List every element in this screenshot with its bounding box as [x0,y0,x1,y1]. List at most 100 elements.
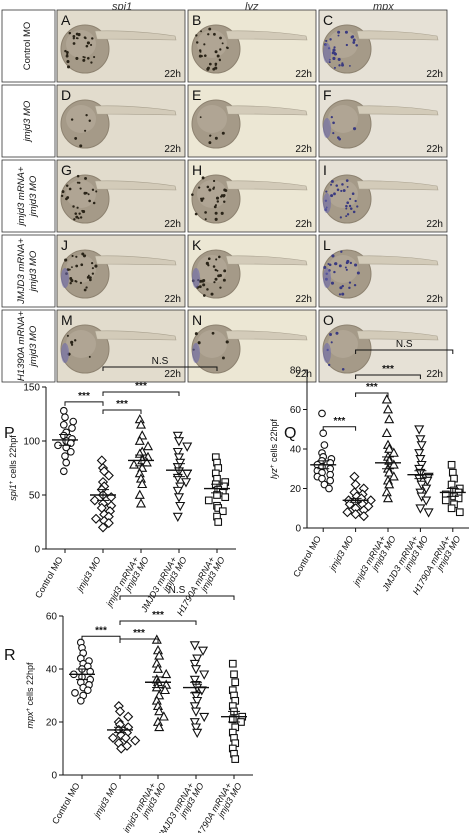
significance-bracket: *** [119,628,159,643]
data-point [414,449,425,459]
data-point [415,504,426,514]
stain-dot [213,32,216,36]
stain-dot [220,194,224,197]
row-label-4: JMJD3 mRNA+ jmjd3 MO [1,234,56,308]
data-point [189,718,200,728]
data-point [190,707,202,717]
stain-dot [355,44,359,47]
stain-dot [199,116,202,119]
stain-dot [352,38,356,42]
data-point [192,728,203,739]
series-5 [439,460,466,517]
stain-dot [222,278,226,282]
embryo-panel-C: C 22h [318,9,448,83]
series-4 [407,425,434,518]
stain-dot [76,37,79,40]
series-2 [107,701,141,754]
stain-dot [333,46,336,49]
data-point [199,712,210,723]
stain-dot [78,181,81,184]
stain-dot [214,268,217,272]
panel-letter-B: B [192,12,201,28]
stain-dot [207,33,210,36]
embryo-panel-M: M 22h [56,309,186,383]
y-tick-label: 60 [46,612,58,623]
data-point [325,484,333,493]
series-1 [52,406,78,476]
data-point [175,501,186,512]
data-point [189,641,200,651]
panel-timepoint: 22h [295,69,312,80]
y-tick-label: 80 [290,366,302,377]
stain-dot [68,187,72,191]
significance-bracket: N.S [355,339,454,354]
data-point [128,459,140,469]
stain-dot [215,196,220,200]
data-point [189,659,200,670]
stain-dot [69,282,72,285]
stain-dot [344,266,347,269]
data-point [455,508,464,517]
stain-dot [72,37,75,40]
stain-dot [73,218,76,221]
data-point [382,492,394,503]
stain-dot [341,63,345,67]
stain-dot [341,284,344,288]
row-label-text: JMJD3 mRNA+ [16,238,27,305]
y-tick-label: 20 [46,718,58,729]
data-point [135,419,147,429]
stain-dot [354,199,357,203]
data-point [381,394,392,404]
panel-timepoint: 22h [164,144,181,155]
bracket-label: *** [133,628,145,639]
stain-dot [83,288,87,292]
panel-letter-L: L [323,237,331,253]
stain-dot [340,189,343,193]
embryo-panel-D: D 22h [56,84,186,158]
significance-bracket: *** [64,391,104,406]
data-point [116,743,127,754]
stain-dot [91,37,94,40]
data-point [134,435,145,445]
panel-letter-P: P [4,425,15,442]
stain-blue [192,268,200,288]
stain-dot [95,190,98,193]
data-point [421,496,432,506]
embryo-tail [356,330,439,341]
stain-dot [79,187,82,190]
bracket-line [119,638,159,643]
data-point [388,447,399,457]
stain-blue [192,343,200,363]
stain-dot [90,43,93,47]
data-point [382,404,394,414]
x-tick-label: Control MO [33,555,65,600]
stain-dot [341,183,344,186]
stain-dot [85,113,88,117]
embryo-tail [225,180,308,191]
embryo-yolk-highlight [328,180,358,208]
series-3 [375,394,401,503]
stain-dot [223,200,226,204]
significance-bracket: *** [81,625,121,641]
row-label-text: jmjd3 MO [22,100,33,143]
stain-blue [323,43,331,63]
embryo-panel-O: O 22h [318,309,448,383]
data-point [134,489,145,499]
stain-dot [93,55,96,59]
stain-blue [61,268,69,288]
panel-letter-I: I [323,162,327,178]
stain-dot [352,210,356,214]
stain-dot [91,267,94,270]
embryo-yolk-highlight [328,30,358,58]
bracket-line [355,349,454,354]
stain-dot [356,205,359,208]
stain-blue [323,343,331,363]
data-point [423,508,434,518]
stain-dot [64,49,67,53]
row-label-text: jmjd3 mRNA+ [16,166,27,227]
stain-dot [328,363,331,367]
stain-dot [335,184,338,187]
panel-letter-E: E [192,87,201,103]
stain-dot [346,259,350,263]
stain-dot [341,292,345,296]
